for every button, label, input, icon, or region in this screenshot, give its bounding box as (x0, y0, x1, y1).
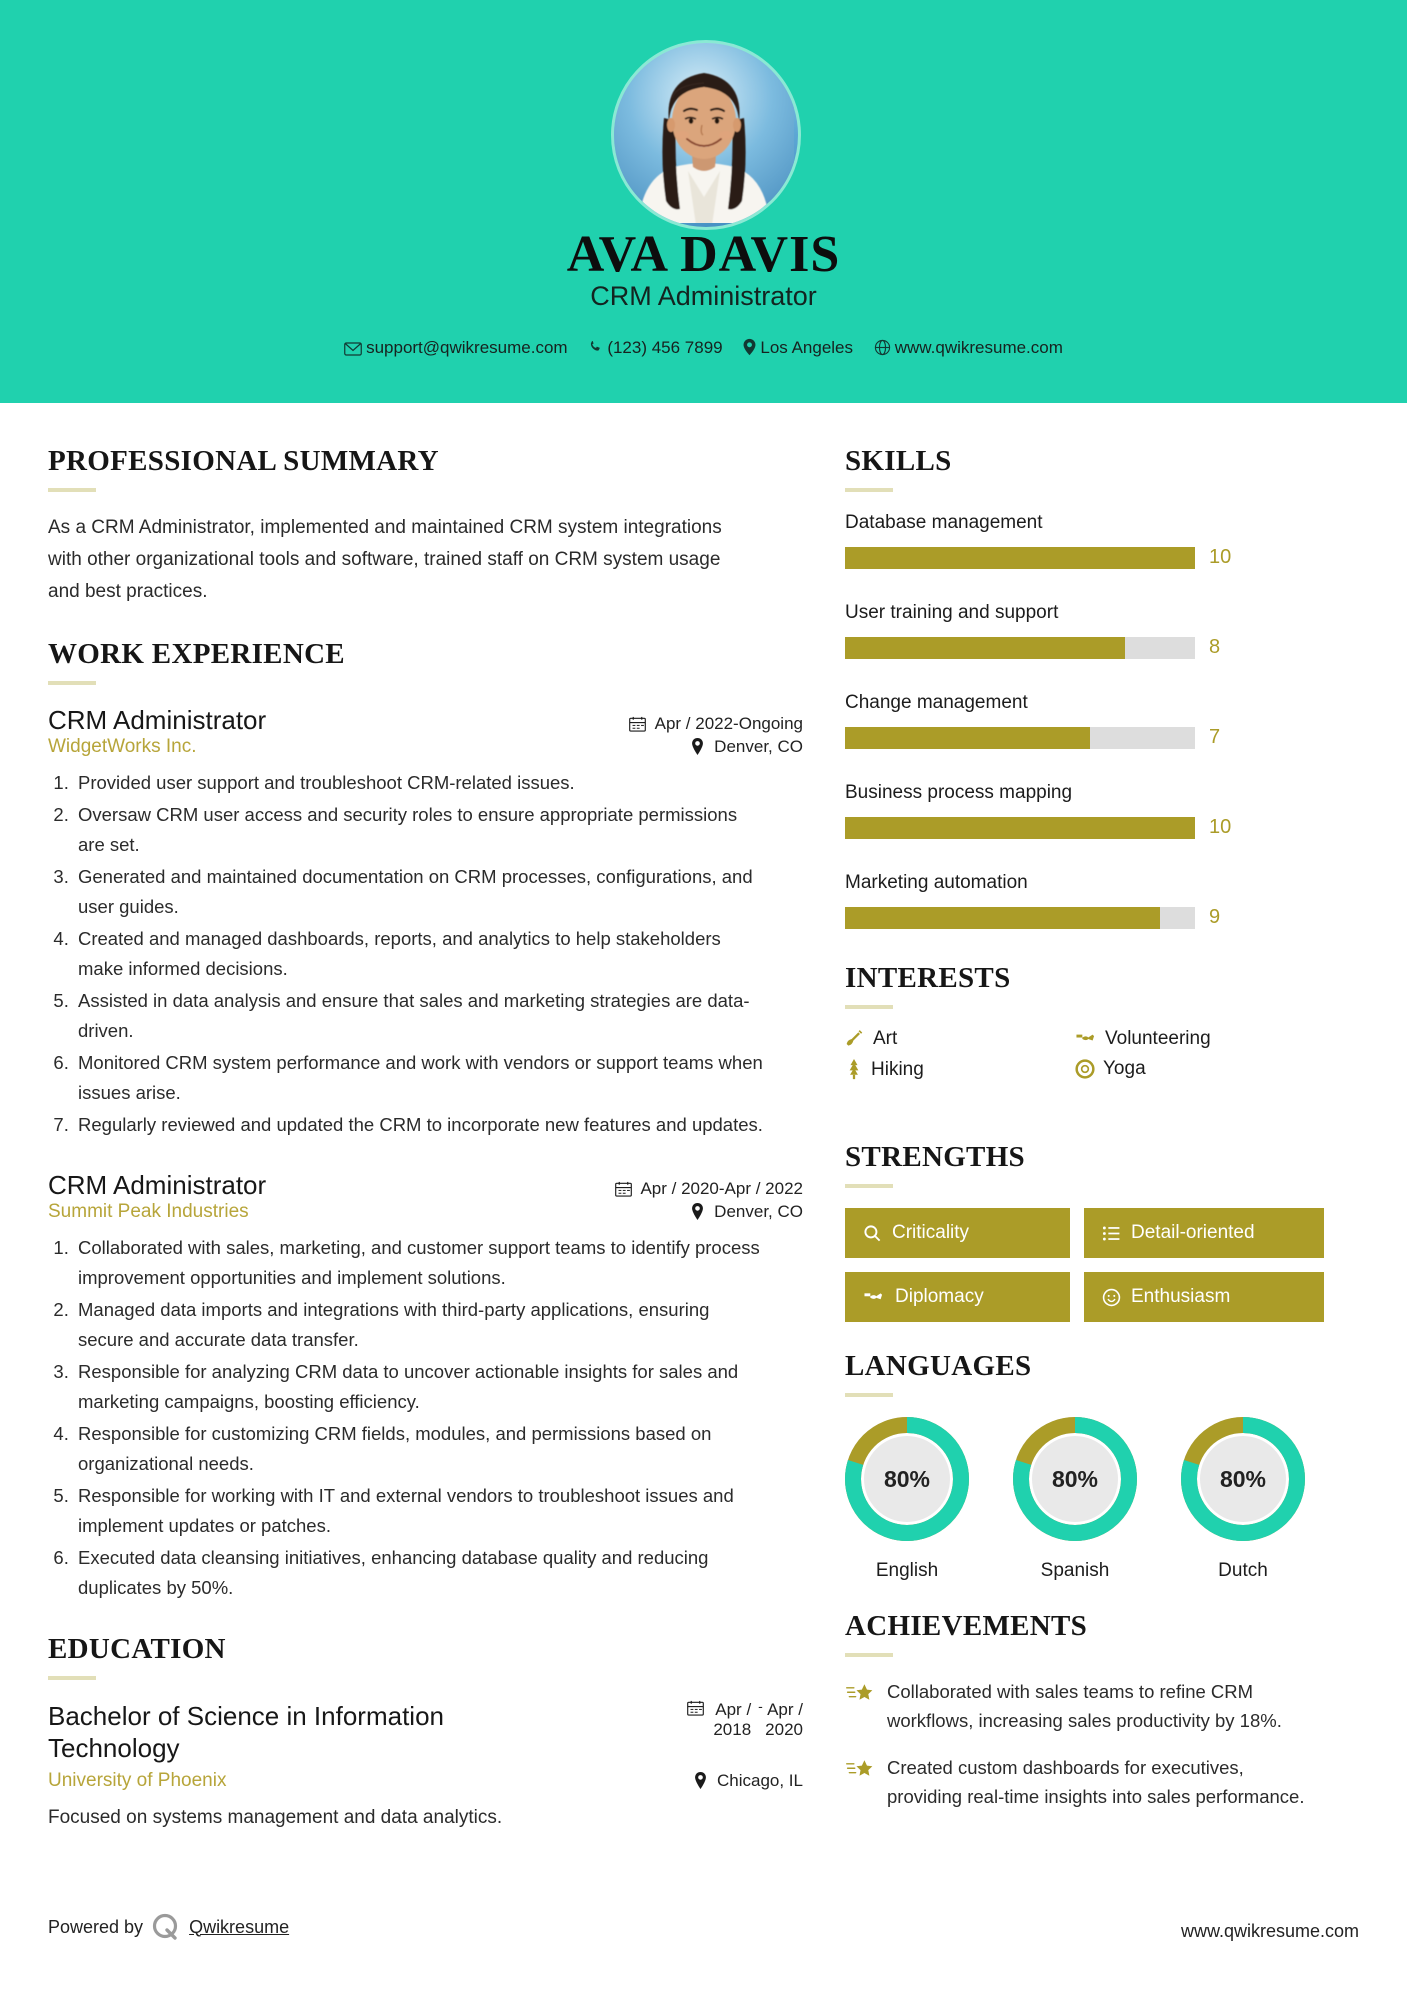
svg-text:80%: 80% (1052, 1466, 1098, 1492)
svg-text:80%: 80% (884, 1466, 930, 1492)
svg-text:80%: 80% (1220, 1466, 1266, 1492)
